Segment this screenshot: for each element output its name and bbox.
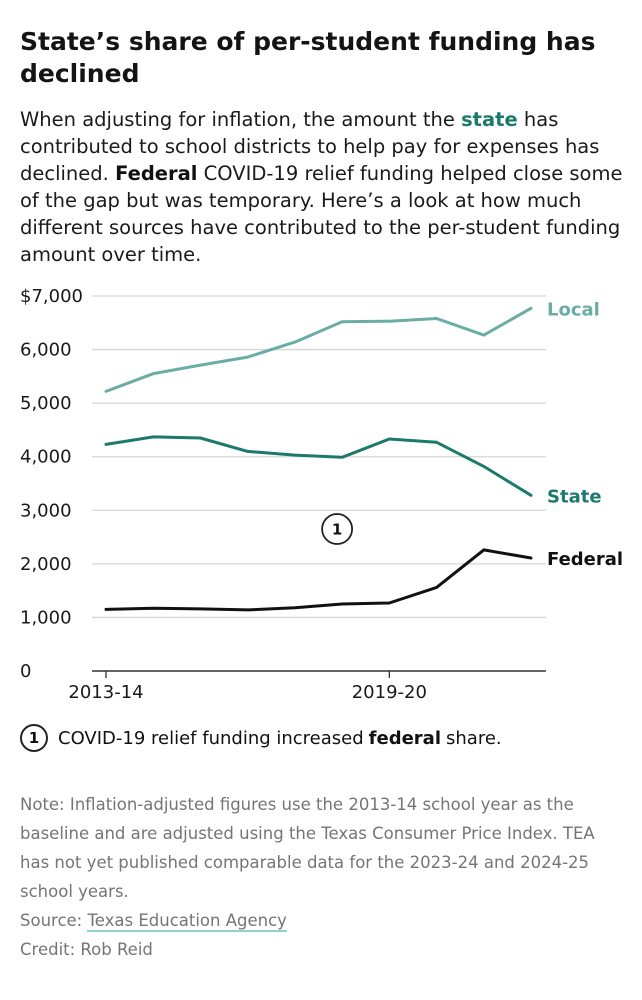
y-tick-label: 0 — [20, 661, 31, 682]
x-tick-label: 2013-14 — [68, 682, 143, 703]
source-line: Source: Texas Education Agency — [20, 906, 287, 935]
footnote: Note: Inflation-adjusted figures use the… — [20, 795, 595, 901]
series-line-state — [104, 435, 533, 497]
intro-state-highlight: state — [461, 108, 518, 131]
x-tick-label: 2019-20 — [352, 682, 427, 703]
series-line-local — [104, 306, 533, 393]
credit-line: Credit: Rob Reid — [20, 940, 153, 959]
chart-title: State’s share of per-student funding has… — [20, 27, 596, 88]
intro-part-2: has contributed to school districts to h… — [20, 108, 600, 185]
source-link[interactable]: Texas Education Agency — [87, 911, 287, 932]
y-tick-label: $7,000 — [20, 286, 83, 307]
legend-text-after: share. — [446, 727, 502, 749]
annotation-legend: 1 COVID-19 relief funding increased fede… — [20, 724, 502, 752]
y-tick-label: 5,000 — [20, 393, 72, 414]
y-tick-label: 2,000 — [20, 554, 72, 575]
series-label-federal: Federal — [547, 549, 623, 570]
intro-part-3: COVID-19 relief funding helped close som… — [20, 162, 623, 266]
intro-text: When adjusting for inflation, the amount… — [20, 106, 624, 268]
intro-part-1: When adjusting for inflation, the amount… — [20, 108, 462, 131]
intro-federal-highlight: Federal — [115, 162, 198, 185]
legend-marker: 1 — [20, 724, 48, 752]
y-tick-label: 1,000 — [20, 607, 72, 628]
source-label: Source: — [20, 911, 88, 930]
series-label-state: State — [547, 486, 602, 507]
series-line-federal — [104, 548, 533, 612]
y-tick-label: 3,000 — [20, 500, 72, 521]
line-chart: 0 1,000 2,000 3,000 4,000 5,000 6,000 $7,000 20… — [20, 286, 623, 703]
legend-bold-text: federal — [368, 727, 441, 749]
series-label-local: Local — [547, 299, 600, 320]
legend-text-before: COVID-19 relief funding increased — [58, 727, 364, 749]
y-tick-label: 4,000 — [20, 447, 72, 468]
annotation-number: 1 — [332, 521, 342, 539]
annotation-marker — [321, 513, 354, 545]
y-tick-label: 6,000 — [20, 340, 72, 361]
